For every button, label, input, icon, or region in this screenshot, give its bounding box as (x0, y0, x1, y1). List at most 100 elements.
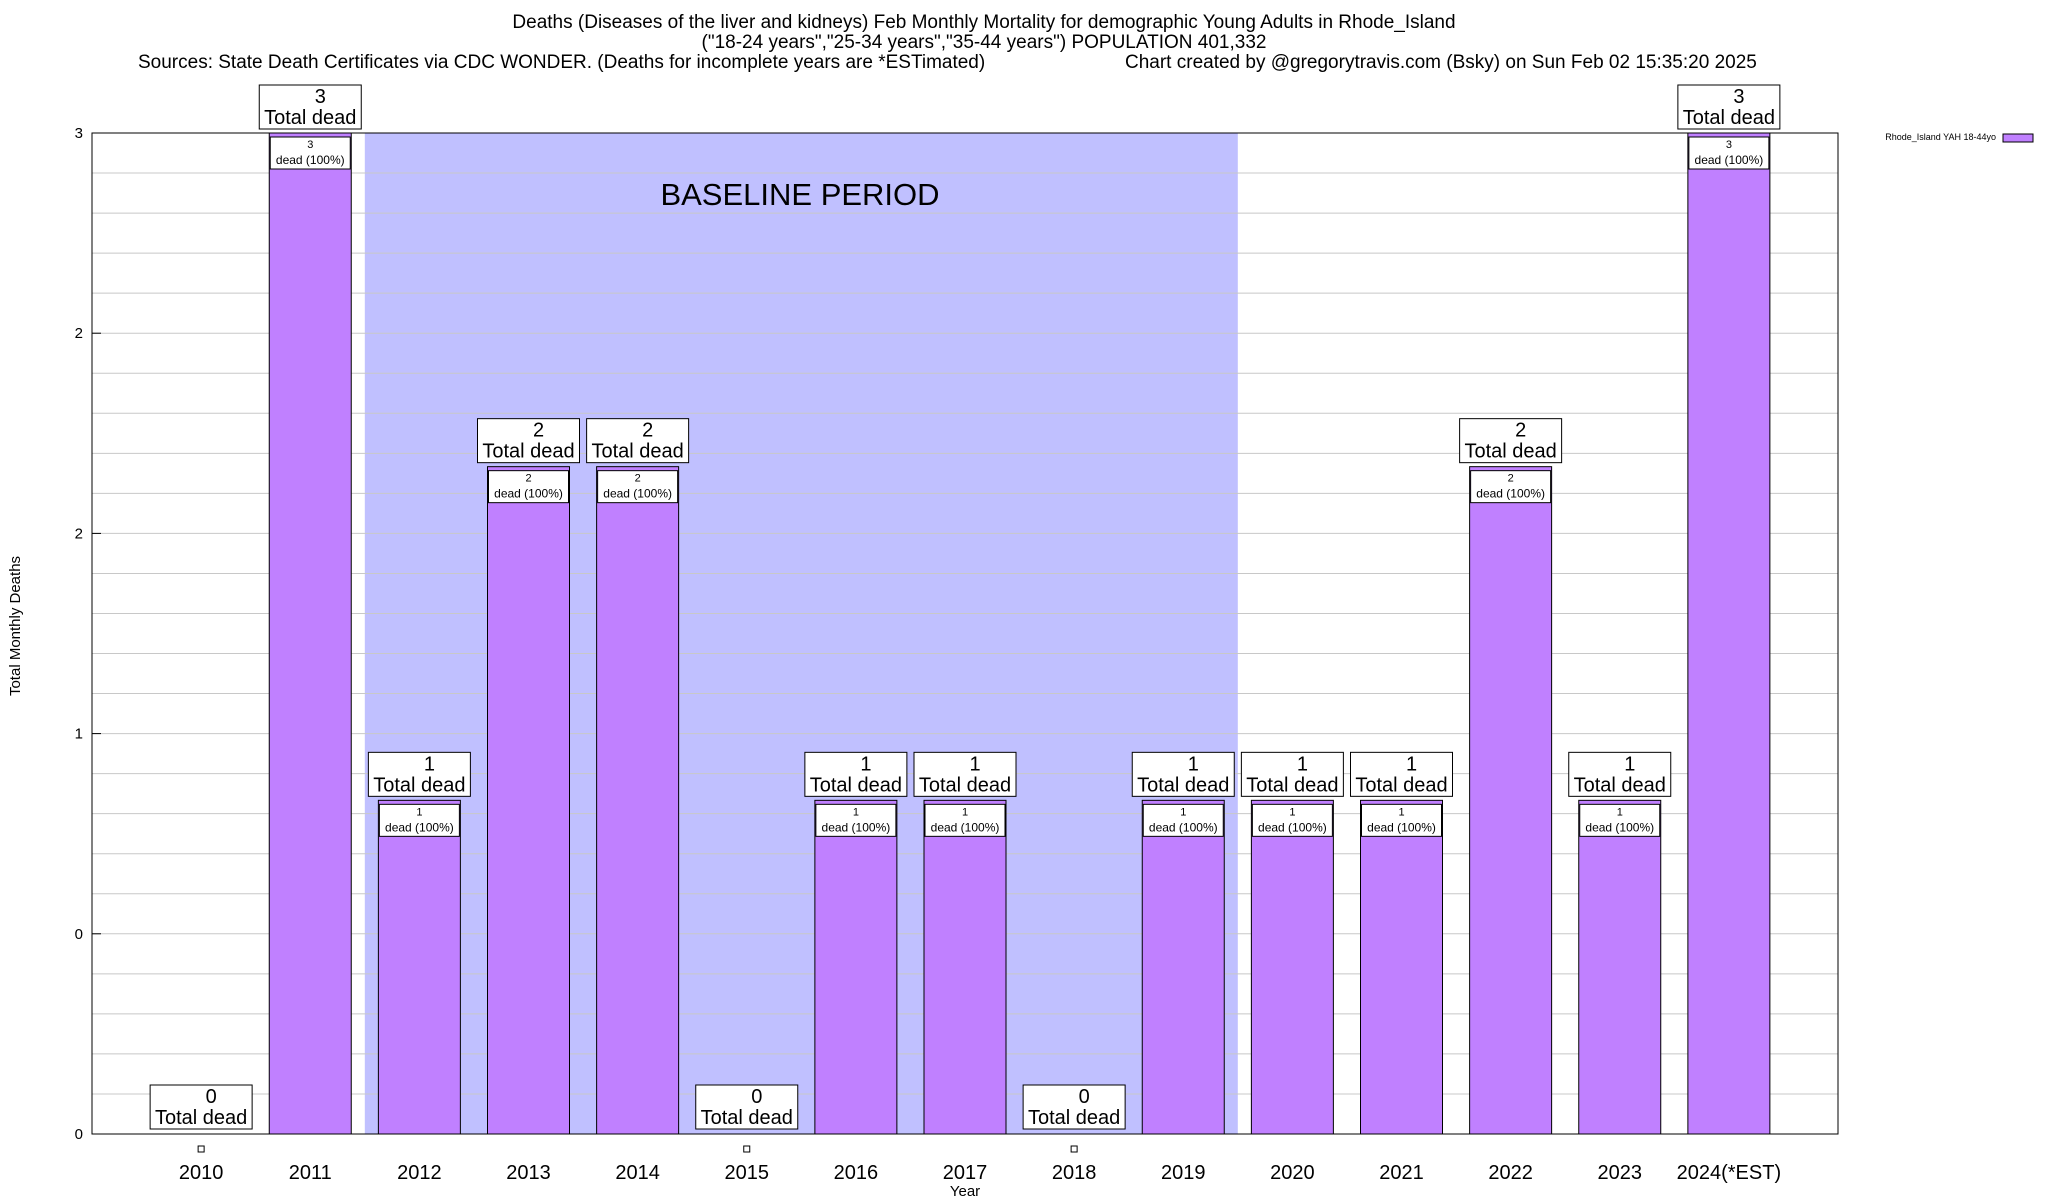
total-text-label: Total dead (1464, 441, 1556, 463)
bar-value-label: 1 (1289, 806, 1295, 818)
total-value-label: 1 (1406, 753, 1417, 775)
total-text-label: Total dead (1355, 774, 1447, 796)
x-tick-label: 2021 (1379, 1162, 1424, 1184)
bar (1469, 466, 1553, 1135)
bar-percent-label: dead (100%) (931, 820, 1000, 834)
bar (377, 799, 461, 1135)
x-tick-label: 2011 (289, 1162, 332, 1184)
bar-percent-label: dead (100%) (822, 820, 891, 834)
legend-swatch (2002, 133, 2034, 143)
bar-percent-label: dead (100%) (276, 153, 345, 167)
total-label-box (258, 84, 362, 130)
x-tick-label: 2014 (615, 1162, 660, 1184)
chart-title: Deaths (Diseases of the liver and kidney… (512, 12, 1456, 33)
bar-percent-label: dead (100%) (1367, 820, 1436, 834)
x-tick-label: 2012 (397, 1162, 442, 1184)
total-text-label: Total dead (1246, 774, 1338, 796)
bar-value-label: 2 (1508, 473, 1514, 485)
total-value-label: 2 (533, 420, 544, 442)
total-label-box (1459, 418, 1563, 464)
total-text-label: Total dead (591, 441, 683, 463)
chart-subtitle: ("18-24 years","25-34 years","35-44 year… (701, 32, 1267, 53)
bar-label-box (1142, 803, 1224, 837)
total-value-label: 1 (1624, 753, 1635, 775)
bar (268, 132, 352, 1135)
bar-value-label: 1 (853, 806, 859, 818)
bar-label-box (488, 470, 569, 504)
bar-percent-label: dead (100%) (1695, 153, 1764, 167)
total-value-label: 0 (751, 1086, 762, 1108)
total-label-box (1240, 751, 1344, 797)
x-tick-label: 2017 (943, 1162, 988, 1184)
zero-marker (743, 1145, 751, 1153)
bar-label-box (1579, 803, 1661, 837)
bar-value-label: 3 (307, 139, 313, 151)
x-tick-label: 2019 (1161, 1162, 1206, 1184)
bar-label-box (269, 136, 351, 170)
bar-value-label: 1 (416, 806, 422, 818)
zero-marker (197, 1145, 205, 1153)
total-value-label: 3 (1733, 86, 1744, 108)
bar-value-label: 2 (635, 473, 641, 485)
bar (923, 799, 1007, 1135)
bar-percent-label: dead (100%) (494, 487, 563, 501)
bar (1687, 132, 1771, 1135)
total-value-label: 1 (1188, 753, 1199, 775)
total-value-label: 0 (206, 1086, 217, 1108)
total-text-label: Total dead (264, 107, 356, 129)
total-value-label: 3 (315, 86, 326, 108)
total-label-box (913, 751, 1017, 797)
bar-percent-label: dead (100%) (1585, 820, 1654, 834)
y-tick-label: 0 (75, 926, 83, 943)
total-label-box (1022, 1084, 1126, 1130)
bar-value-label: 2 (525, 473, 531, 485)
bar-percent-label: dead (100%) (1476, 487, 1545, 501)
total-text-label: Total dead (1574, 774, 1666, 796)
total-text-label: Total dead (919, 774, 1011, 796)
bar (1250, 799, 1334, 1135)
total-value-label: 2 (642, 420, 653, 442)
bar (487, 466, 570, 1135)
total-text-label: Total dead (1137, 774, 1229, 796)
x-tick-label: 2023 (1598, 1162, 1643, 1184)
y-tick-label: 2 (75, 325, 83, 342)
bar-label-box (1361, 803, 1442, 837)
x-tick-label: 2022 (1488, 1162, 1533, 1184)
y-tick-label: 3 (75, 125, 83, 142)
y-tick-label: 2 (75, 525, 83, 542)
bar-value-label: 1 (1180, 806, 1186, 818)
bar-value-label: 1 (1398, 806, 1404, 818)
bar-label-box (1251, 803, 1333, 837)
bar (1141, 799, 1225, 1135)
total-text-label: Total dead (1028, 1107, 1120, 1129)
total-text-label: Total dead (701, 1107, 793, 1129)
bar (1578, 799, 1662, 1135)
total-label-box (1677, 84, 1781, 130)
total-text-label: Total dead (373, 774, 465, 796)
y-tick-label: 0 (75, 1126, 83, 1143)
bar-value-label: 1 (1617, 806, 1623, 818)
bar-label-box (924, 803, 1006, 837)
chart-sources: Sources: State Death Certificates via CD… (138, 52, 986, 73)
bar-percent-label: dead (100%) (1258, 820, 1327, 834)
total-text-label: Total dead (155, 1107, 247, 1129)
total-label-box (477, 418, 580, 464)
x-tick-label: 2013 (506, 1162, 551, 1184)
total-value-label: 0 (1079, 1086, 1090, 1108)
chart-credit: Chart created by @gregorytravis.com (Bsk… (1125, 52, 1757, 73)
total-text-label: Total dead (482, 441, 574, 463)
x-tick-label: 2024(*EST) (1677, 1162, 1782, 1184)
total-label-box (1568, 751, 1672, 797)
